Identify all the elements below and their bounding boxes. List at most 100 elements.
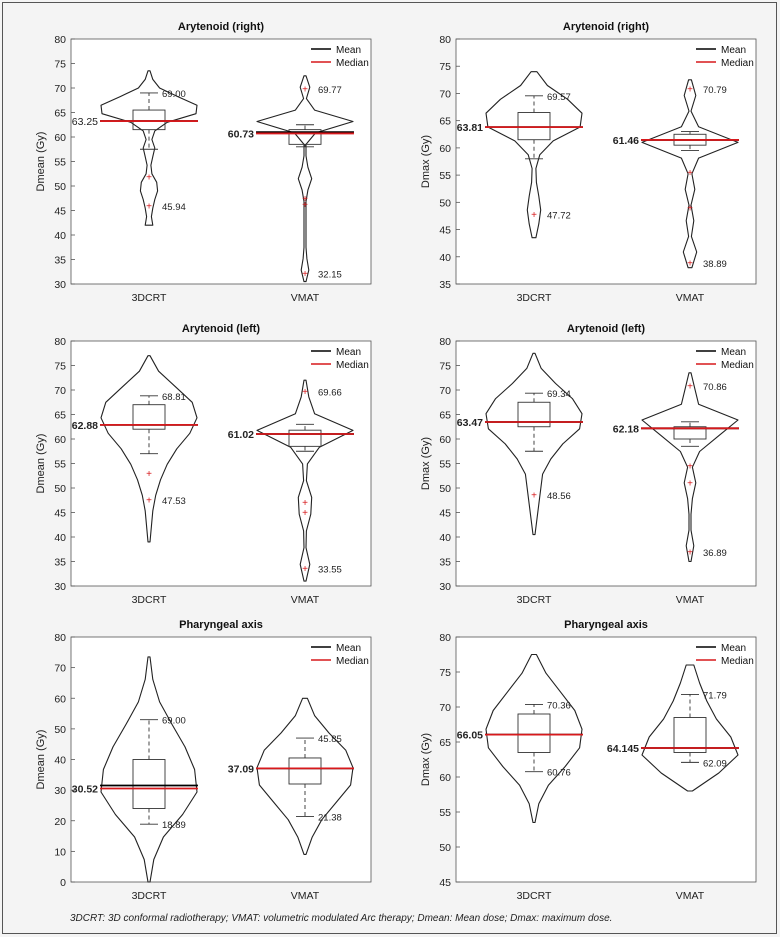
lower-value-label: 21.38	[318, 813, 342, 824]
chart-arytenoid-left-dmean: Arytenoid (left) 30 35 40 45 50 55 60 65 70 75 80 Dm…	[35, 323, 372, 606]
lower-value-label: 38.89	[703, 259, 727, 270]
upper-value-label: 69.77	[318, 85, 342, 96]
outlier-marker: +	[302, 85, 308, 96]
legend-mean-label: Mean	[336, 45, 361, 56]
y-tick-label: 70	[54, 385, 66, 397]
chart-title: Pharyngeal axis	[179, 619, 263, 631]
iqr-box	[673, 426, 707, 440]
chart-pharyngeal-axis-dmean: Pharyngeal axis 0 10 20 30 40 50 60 70 80 Dmean (G…	[35, 619, 372, 902]
iqr-box	[288, 129, 322, 145]
legend-mean-label: Mean	[336, 347, 361, 358]
violin-3dcrt	[485, 352, 583, 536]
outlier-marker: +	[302, 194, 308, 205]
y-tick-label: 10	[54, 846, 66, 858]
plot-area	[455, 340, 757, 587]
y-axis-label: Dmax (Gy)	[420, 135, 432, 188]
y-tick-label: 75	[439, 667, 451, 679]
y-tick-label: 60	[54, 434, 66, 446]
lower-value-label: 45.94	[162, 202, 186, 213]
iqr-box	[517, 713, 551, 753]
y-tick-label: 20	[54, 816, 66, 828]
violin-3dcrt	[100, 355, 198, 543]
median-value-label: 30.52	[72, 784, 98, 796]
outlier-marker: +	[687, 381, 693, 392]
upper-value-label: 69.00	[162, 89, 186, 100]
plot-area	[455, 38, 757, 285]
plot-area	[70, 38, 372, 285]
y-tick-label: 65	[439, 737, 451, 749]
median-value-label: 63.25	[72, 116, 98, 128]
y-tick-label: 60	[54, 132, 66, 144]
upper-value-label: 69.00	[162, 716, 186, 727]
median-value-label: 63.81	[457, 122, 483, 134]
upper-value-label: 71.79	[703, 690, 727, 701]
upper-value-label: 69.57	[547, 92, 571, 103]
iqr-box	[517, 112, 551, 141]
outlier-marker: +	[302, 564, 308, 575]
y-tick-label: 45	[439, 877, 451, 889]
y-tick-label: 55	[54, 459, 66, 471]
x-tick-label: VMAT	[291, 594, 320, 606]
x-tick-label: 3DCRT	[132, 594, 167, 606]
violin-vmat	[641, 664, 739, 792]
violin-3dcrt	[100, 656, 198, 883]
median-value-label: 62.88	[72, 420, 98, 432]
y-tick-label: 50	[54, 181, 66, 193]
outlier-marker: +	[687, 168, 693, 179]
outlier-marker: +	[146, 469, 152, 480]
iqr-box	[288, 429, 322, 447]
outlier-marker: +	[146, 201, 152, 212]
plot-area	[70, 340, 372, 587]
outlier-marker: +	[302, 269, 308, 280]
median-value-label: 37.09	[228, 763, 254, 775]
y-axis-label: Dmean (Gy)	[35, 132, 47, 192]
median-value-label: 62.18	[613, 423, 639, 435]
y-tick-label: 55	[439, 807, 451, 819]
lower-value-label: 48.56	[547, 491, 571, 502]
x-tick-label: VMAT	[676, 890, 705, 902]
violin-3dcrt	[485, 653, 583, 824]
y-tick-label: 70	[439, 88, 451, 100]
chart-title: Arytenoid (left)	[567, 323, 646, 335]
x-tick-label: VMAT	[676, 594, 705, 606]
chart-title: Arytenoid (right)	[563, 21, 649, 33]
y-tick-label: 50	[439, 842, 451, 854]
y-tick-label: 70	[439, 385, 451, 397]
chart-arytenoid-right-dmean: Arytenoid (right) 30 35 40 45 50 55 60 65 70 75 80 D…	[35, 21, 372, 304]
y-tick-label: 80	[54, 34, 66, 46]
y-tick-label: 55	[54, 157, 66, 169]
lower-value-label: 47.53	[162, 496, 186, 507]
y-tick-label: 35	[439, 557, 451, 569]
y-tick-label: 65	[439, 410, 451, 422]
y-tick-label: 75	[54, 361, 66, 373]
outlier-marker: +	[687, 461, 693, 472]
iqr-box	[132, 759, 166, 809]
lower-value-label: 36.89	[703, 548, 727, 559]
x-tick-label: 3DCRT	[517, 594, 552, 606]
y-tick-label: 80	[439, 632, 451, 644]
median-value-label: 63.47	[457, 417, 483, 429]
y-tick-label: 50	[439, 197, 451, 209]
y-tick-label: 70	[439, 702, 451, 714]
x-tick-label: VMAT	[291, 890, 320, 902]
y-tick-label: 35	[439, 279, 451, 291]
x-tick-label: 3DCRT	[132, 890, 167, 902]
outlier-marker: +	[687, 548, 693, 559]
legend-median-label: Median	[721, 58, 754, 69]
violin-3dcrt	[100, 70, 198, 226]
violin-vmat	[256, 697, 354, 855]
iqr-box	[517, 401, 551, 428]
outlier-marker: +	[687, 203, 693, 214]
outlier-marker: +	[302, 498, 308, 509]
violin-vmat	[641, 372, 739, 563]
lower-value-label: 60.76	[547, 768, 571, 779]
upper-value-label: 45.85	[318, 734, 342, 745]
median-value-label: 60.73	[228, 128, 254, 140]
y-tick-label: 30	[54, 581, 66, 593]
upper-value-label: 70.86	[703, 382, 727, 393]
violin-3dcrt	[485, 71, 583, 239]
legend-mean-label: Mean	[721, 643, 746, 654]
legend-median-label: Median	[721, 656, 754, 667]
y-tick-label: 65	[54, 410, 66, 422]
plot-area	[70, 636, 372, 883]
